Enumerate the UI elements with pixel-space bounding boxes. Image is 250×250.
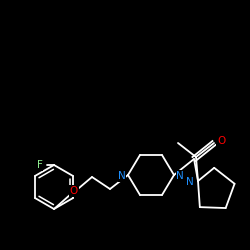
Text: F: F bbox=[37, 160, 43, 170]
Text: O: O bbox=[70, 186, 78, 196]
Text: O: O bbox=[217, 136, 225, 146]
Text: N: N bbox=[186, 177, 194, 187]
Text: N: N bbox=[118, 171, 126, 181]
Text: N: N bbox=[176, 171, 184, 181]
